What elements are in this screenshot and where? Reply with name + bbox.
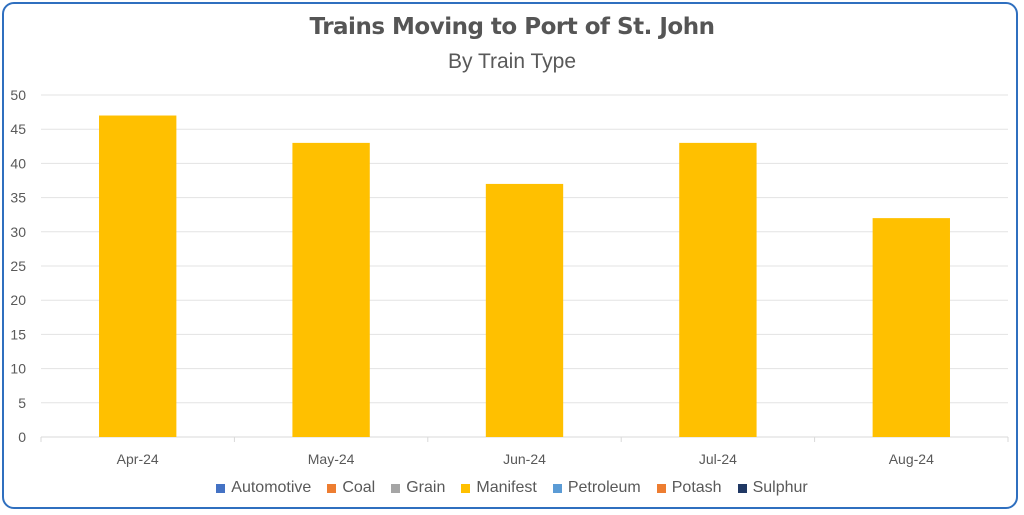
legend-swatch — [461, 483, 471, 493]
bar-manifest-aug-24 — [872, 218, 950, 437]
legend-label: Sulphur — [752, 479, 808, 496]
legend-item-automotive: Automotive — [216, 479, 311, 497]
legend-label: Potash — [671, 479, 722, 496]
legend-swatch — [327, 483, 337, 493]
y-tick-label: 15 — [10, 326, 26, 342]
y-tick-label: 50 — [10, 87, 26, 103]
x-tick-label: May-24 — [308, 451, 355, 467]
legend-swatch — [391, 483, 401, 493]
bar-manifest-jun-24 — [485, 183, 564, 437]
x-tick-label: Apr-24 — [117, 451, 159, 467]
legend-label: Petroleum — [567, 479, 641, 496]
legend-label: Manifest — [476, 479, 537, 496]
bar-manifest-apr-24 — [99, 115, 177, 438]
x-tick-label: Jun-24 — [503, 451, 546, 467]
bar-manifest-may-24 — [292, 142, 370, 437]
legend-item-coal: Coal — [327, 479, 375, 497]
x-tick-label: Jul-24 — [699, 451, 737, 467]
y-tick-label: 35 — [10, 190, 26, 206]
legend-item-potash: Potash — [656, 479, 722, 497]
y-tick-label: 25 — [10, 258, 26, 274]
y-tick-label: 10 — [10, 361, 26, 377]
chart-legend: Automotive Coal Grain Manifest Petroleum Pota… — [0, 479, 1024, 497]
chart-title: Trains Moving to Port of St. John — [309, 14, 715, 40]
legend-swatch — [656, 483, 666, 493]
legend-label: Automotive — [231, 479, 312, 496]
legend-item-grain: Grain — [391, 479, 445, 497]
y-tick-label: 45 — [10, 121, 26, 137]
legend-item-sulphur: Sulphur — [737, 479, 808, 497]
legend-item-manifest: Manifest — [461, 479, 537, 497]
legend-swatch — [737, 483, 747, 493]
y-tick-label: 20 — [10, 292, 26, 308]
legend-label: Grain — [406, 479, 446, 496]
y-tick-label: 0 — [18, 429, 26, 445]
legend-swatch — [552, 483, 562, 493]
y-tick-label: 5 — [18, 395, 26, 411]
chart-subtitle: By Train Type — [447, 50, 576, 73]
legend-swatch — [216, 483, 226, 493]
legend-label: Coal — [342, 479, 376, 496]
bar-manifest-jul-24 — [679, 142, 757, 437]
legend-item-petroleum: Petroleum — [552, 479, 641, 497]
y-tick-label: 40 — [10, 155, 26, 171]
x-tick-label: Aug-24 — [889, 451, 934, 467]
y-tick-label: 30 — [10, 224, 26, 240]
